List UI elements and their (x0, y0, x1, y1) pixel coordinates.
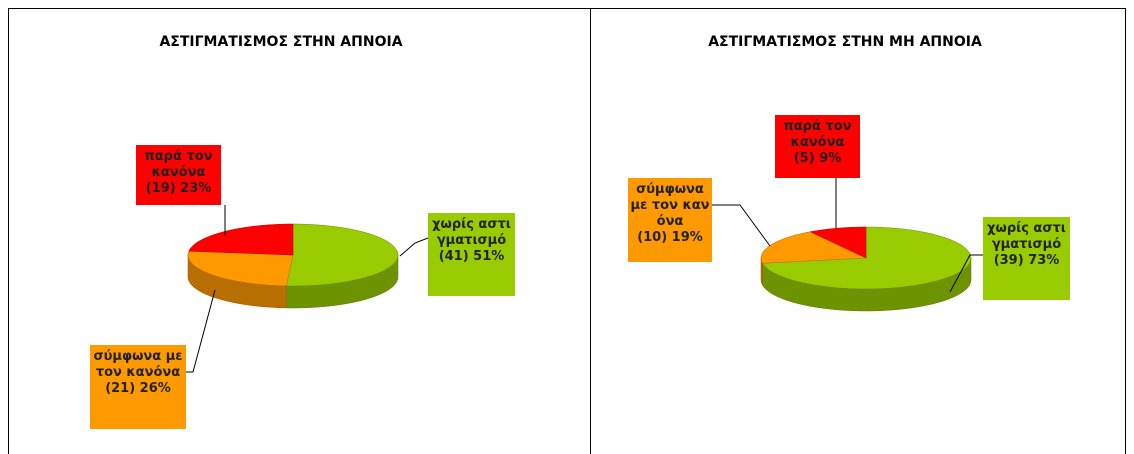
category: σύμφωνα με τον κανόνα (93, 349, 183, 380)
value-label: (10) 19% (637, 230, 703, 245)
value-label: (39) 73% (993, 253, 1060, 268)
value-label: (19) 23% (145, 181, 212, 196)
value-label: (41) 51% (438, 249, 505, 264)
chart-title: ΑΣΤΙΓΜΑΤΙΣΜΟΣ ΣΤΗΝ ΜΗ ΑΠΝΟΙΑ (708, 34, 982, 50)
category: παρά τον κανόνα (144, 149, 213, 180)
leader-line (949, 254, 983, 293)
slice (809, 226, 867, 259)
slice (187, 250, 294, 287)
leader-line (712, 204, 771, 247)
data-label: σύμφωνα με τον κανόνα (10) 19% (628, 178, 712, 262)
slice (762, 226, 972, 290)
chart-title: ΑΣΤΙΓΜΑΤΙΣΜΟΣ ΣΤΗΝ ΑΠΝΟΙΑ (159, 34, 403, 50)
category: χωρίς αστιγματισμό (987, 221, 1066, 252)
data-label: παρά τον κανόνα (19) 23% (136, 145, 221, 205)
leader-line (399, 237, 429, 257)
value-label: (21) 26% (105, 381, 171, 396)
value-label: (5) 9% (793, 151, 842, 166)
slice (188, 223, 294, 256)
data-label: χωρίς αστιγματισμό (39) 73% (983, 217, 1070, 300)
data-label: χωρίς αστιγματισμό (41) 51% (428, 213, 515, 296)
leader-line (186, 289, 216, 373)
data-label: παρά τον κανόνα (5) 9% (775, 115, 860, 178)
slice (286, 223, 399, 287)
category: σύμφωνα με τον κανόνα (630, 182, 710, 229)
category: χωρίς αστιγματισμό (432, 217, 511, 248)
data-label: σύμφωνα με τον κανόνα (21) 26% (90, 345, 186, 429)
panel-border (8, 8, 1126, 454)
category: παρά τον κανόνα (783, 119, 852, 150)
